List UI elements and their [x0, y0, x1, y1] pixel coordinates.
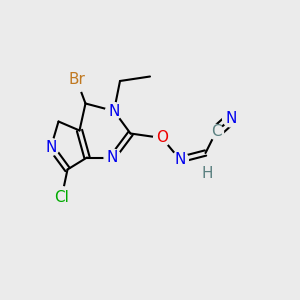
Circle shape: [50, 187, 73, 209]
Text: N: N: [107, 150, 118, 165]
Circle shape: [104, 149, 121, 166]
Circle shape: [172, 151, 188, 168]
Circle shape: [64, 67, 89, 92]
Text: N: N: [225, 111, 237, 126]
Circle shape: [208, 124, 224, 140]
Circle shape: [154, 130, 170, 146]
Circle shape: [106, 103, 122, 119]
Text: N: N: [45, 140, 57, 154]
Text: H: H: [201, 166, 213, 181]
Text: Cl: Cl: [54, 190, 69, 206]
Circle shape: [200, 166, 214, 181]
Circle shape: [223, 110, 239, 127]
Text: Br: Br: [68, 72, 85, 87]
Text: C: C: [211, 124, 221, 140]
Text: N: N: [108, 103, 120, 118]
Text: N: N: [174, 152, 186, 167]
Text: O: O: [156, 130, 168, 146]
Circle shape: [43, 139, 59, 155]
